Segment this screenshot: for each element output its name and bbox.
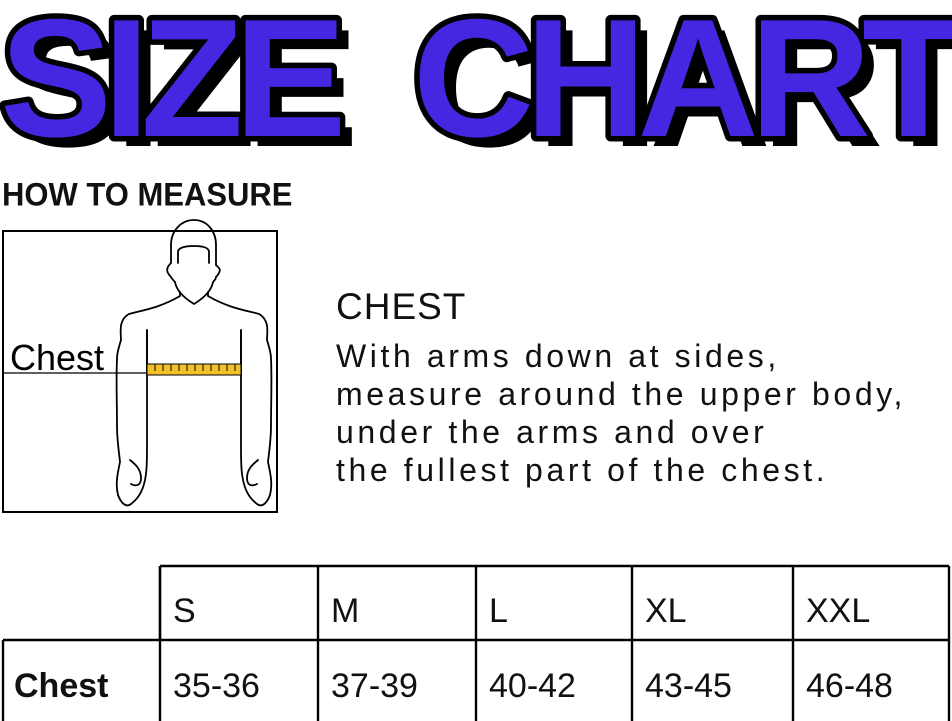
svg-text:XL: XL [645,592,687,630]
svg-text:37-39: 37-39 [331,667,418,705]
svg-text:L: L [489,592,508,630]
svg-text:S: S [173,592,196,630]
svg-text:35-36: 35-36 [173,667,260,705]
svg-text:Chest: Chest [14,667,108,705]
svg-text:XXL: XXL [806,592,870,630]
svg-text:43-45: 43-45 [645,667,732,705]
svg-text:46-48: 46-48 [806,667,893,705]
svg-text:40-42: 40-42 [489,667,576,705]
svg-text:M: M [331,592,359,630]
